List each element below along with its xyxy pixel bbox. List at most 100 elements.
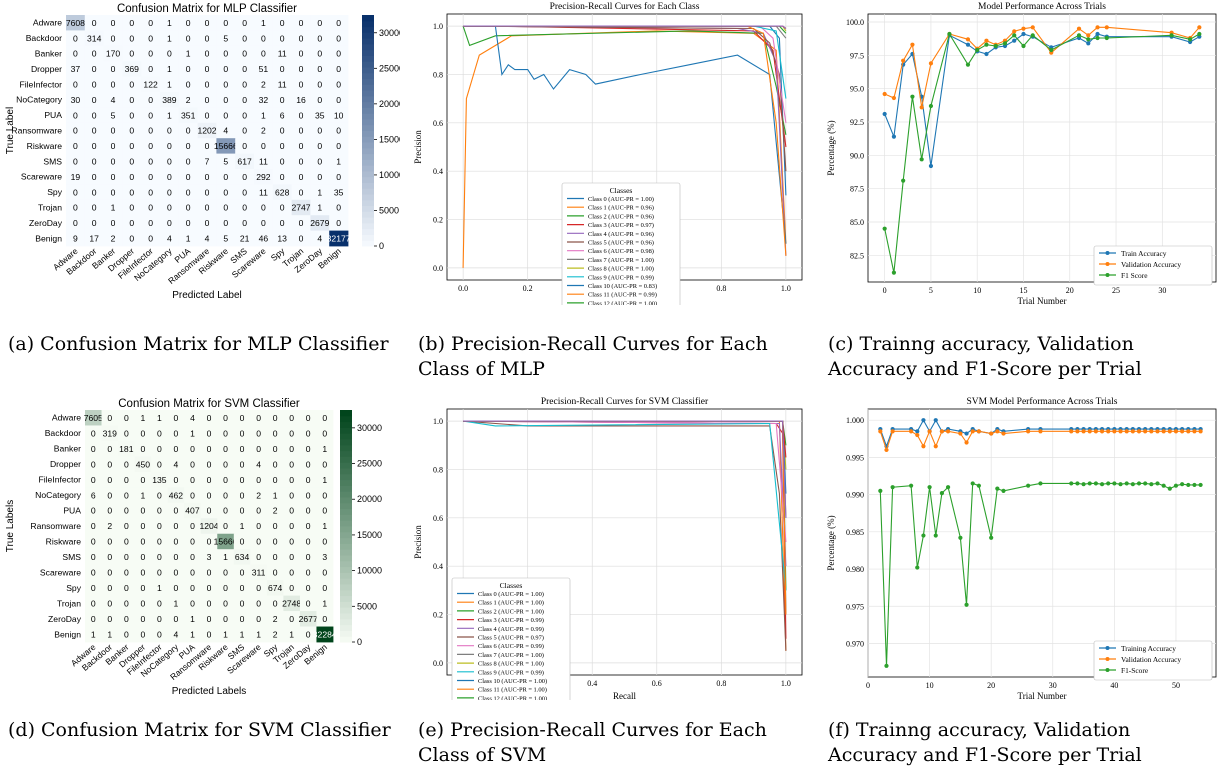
pr-curve-line xyxy=(463,420,787,591)
colorbar-segment xyxy=(362,130,374,137)
series-point xyxy=(891,134,897,139)
series-point xyxy=(1086,33,1091,38)
heatmap-cell xyxy=(310,199,330,216)
cell-value-label: 1 xyxy=(322,521,327,531)
heatmap-cell xyxy=(184,456,202,473)
cell-value-label: 0 xyxy=(289,459,294,469)
cell-value-label: 0 xyxy=(190,459,195,469)
series-point xyxy=(1030,33,1035,38)
cell-value-label: 0 xyxy=(223,110,228,120)
heatmap-cell xyxy=(316,410,334,426)
heatmap-cell xyxy=(151,549,169,566)
cell-value-label: 0 xyxy=(73,49,78,59)
heatmap-cell xyxy=(254,61,274,77)
series-group xyxy=(882,31,1202,275)
heatmap-cell xyxy=(233,626,251,643)
series-point xyxy=(1161,429,1166,434)
cell-value-label: 0 xyxy=(289,444,294,454)
heatmap-cell xyxy=(217,626,235,643)
series-point xyxy=(958,431,963,436)
heatmap-cell xyxy=(197,169,217,185)
legend-box xyxy=(1093,245,1213,286)
cell-value-label: 0 xyxy=(148,234,153,244)
colorbar-segment xyxy=(340,479,352,486)
heatmap-cell xyxy=(141,15,161,31)
heatmap-cell xyxy=(160,15,180,31)
colorbar-segment xyxy=(340,514,352,521)
cell-value-label: 0 xyxy=(306,552,311,562)
heatmap-cell xyxy=(118,410,135,426)
cell-value-label: 0 xyxy=(73,203,78,213)
series-point xyxy=(1112,481,1117,486)
cell-value-label: 0 xyxy=(129,187,134,197)
y-tick-label: 0.995 xyxy=(846,453,864,462)
cell-value-label: 0 xyxy=(140,629,145,639)
cell-value-label: 0 xyxy=(124,629,129,639)
colorbar-segment xyxy=(362,159,374,166)
heatmap-cell xyxy=(151,595,169,612)
cell-value-label: 0 xyxy=(140,521,145,531)
series-point xyxy=(882,226,887,231)
heatmap-cell xyxy=(103,230,123,247)
heatmap-cell xyxy=(217,410,235,426)
heatmap-cell xyxy=(283,440,301,457)
cell-value-label: 0 xyxy=(289,506,294,516)
cell-value-label: 0 xyxy=(205,203,210,213)
heatmap-cell xyxy=(151,487,169,504)
series-point xyxy=(1104,25,1109,30)
heatmap-cell xyxy=(197,76,217,93)
cell-value-label: 0 xyxy=(174,506,179,516)
cell-value-label: 0 xyxy=(273,475,278,485)
cell-value-label: 0 xyxy=(242,64,247,74)
y-tick-label: Dropper xyxy=(31,64,62,74)
cell-value-label: 0 xyxy=(91,428,96,438)
cell-value-label: 0 xyxy=(223,599,228,609)
heatmap-cell xyxy=(101,502,119,519)
heatmap-cell xyxy=(167,518,185,535)
heatmap-cell xyxy=(151,456,169,473)
heatmap-cell xyxy=(217,425,235,442)
x-tick-label: 1.0 xyxy=(781,284,791,293)
legend-marker xyxy=(1105,262,1110,266)
y-tick-label: 0.4 xyxy=(433,167,443,176)
cell-value-label: 0 xyxy=(157,490,162,500)
chart-title: Confusion Matrix for SVM Classifier xyxy=(118,398,300,410)
y-tick-label: Benign xyxy=(35,233,62,243)
heatmap-cell xyxy=(66,184,86,201)
heatmap-cell xyxy=(233,487,251,504)
cell-value-label: 0 xyxy=(91,444,96,454)
heatmap-cell xyxy=(216,169,236,185)
heatmap-cell xyxy=(197,107,217,124)
cell-value-label: 0 xyxy=(240,537,245,547)
heatmap-cell xyxy=(122,76,142,93)
heatmap-cell xyxy=(217,533,235,550)
heatmap-cell xyxy=(310,45,330,62)
heatmap-cell xyxy=(250,502,268,519)
heatmap-cell xyxy=(160,61,180,77)
heatmap-cell xyxy=(272,92,292,108)
colorbar-segment xyxy=(362,165,374,172)
series-point xyxy=(1099,482,1105,487)
colorbar-segment xyxy=(362,95,374,103)
colorbar-segment xyxy=(362,176,374,183)
cell-value-label: 30 xyxy=(71,95,81,105)
series-point xyxy=(1038,481,1043,486)
heatmap-cell xyxy=(329,215,349,231)
cell-value-label: 311 xyxy=(252,568,266,578)
heatmap-cell xyxy=(84,92,104,108)
heatmap-cell xyxy=(291,61,311,77)
heatmap-cell xyxy=(122,199,142,216)
heatmap-cell xyxy=(160,138,180,154)
y-tick-label: 1.000 xyxy=(846,416,864,425)
heatmap-cell xyxy=(316,471,334,488)
cell-value-label: 0 xyxy=(140,506,145,516)
cell-value-label: 0 xyxy=(129,80,134,90)
colorbar-segment xyxy=(340,473,352,481)
cell-value-label: 0 xyxy=(167,187,172,197)
legend-entry: F1-Score xyxy=(1121,666,1149,675)
heatmap-cell xyxy=(266,410,284,426)
series-point xyxy=(1180,482,1185,487)
heatmap-cell xyxy=(254,122,274,139)
cell-value-label: 351 xyxy=(181,110,196,120)
y-tick-label: Benign xyxy=(54,629,81,639)
